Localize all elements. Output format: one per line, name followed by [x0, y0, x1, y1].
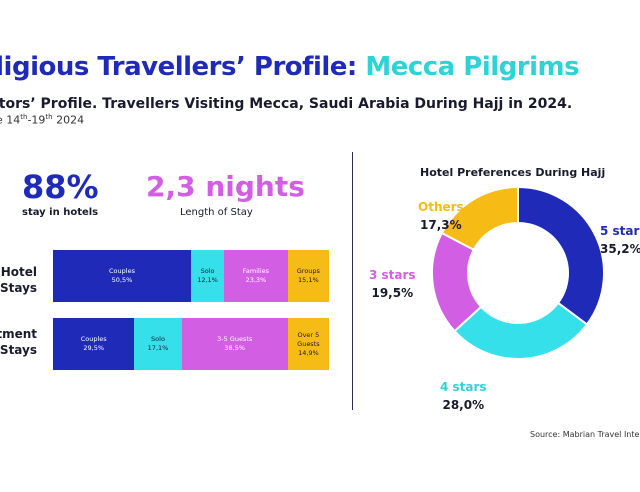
source-note: Source: Mabrian Travel Intell	[530, 430, 640, 439]
bar-segment-value: 12,1%	[197, 276, 218, 284]
donut-label-5-stars-name: 5 stars	[600, 224, 640, 238]
page-subtitle: itors’ Profile. Travellers Visiting Mecc…	[0, 96, 573, 112]
title-part-2: Mecca Pilgrims	[365, 52, 580, 82]
bar-segment-value: 29,5%	[83, 344, 105, 352]
dates-sup-2: th	[45, 113, 53, 121]
stacked-bar-hotel-stays: Couples 50,5% Solo 12,1% Families 23,3% Groups…	[53, 250, 329, 302]
bar-segment-name: Couples	[80, 335, 107, 343]
donut-label-4-stars: 4 stars 28,0%	[440, 378, 487, 414]
vertical-divider	[352, 152, 353, 410]
dates-sup-1: th	[20, 113, 28, 121]
page-title: eligious Travellers’ Profile: Mecca Pilg…	[0, 52, 580, 82]
bar-segment-solo: Solo 12,1%	[191, 250, 225, 302]
donut-slice-5-stars	[517, 185, 605, 326]
donut-label-3-stars-value: 19,5%	[371, 286, 414, 300]
dates-prefix: e 14	[0, 113, 21, 127]
row-label-line: artment	[0, 327, 37, 341]
kpi-length-of-stay: 2,3 nights	[146, 170, 305, 203]
donut-label-others: Others 17,3%	[418, 198, 464, 234]
dates-suffix: 2024	[52, 113, 85, 127]
bar-segment-name: 3-5 Guests	[217, 335, 253, 343]
kpi-length-of-stay-label: Length of Stay	[180, 207, 253, 218]
bar-segment-over-5-guests: Over 5 Guests 14,9%	[287, 318, 329, 370]
donut-label-5-stars-value: 35,2%	[600, 242, 640, 256]
bar-segment-3-5-guests: 3-5 Guests 38,5%	[181, 318, 288, 370]
row-label-hotel-stays: Hotel Stays	[0, 264, 37, 296]
bar-segment-value: 50,5%	[111, 276, 133, 284]
donut-chart-title: Hotel Preferences During Hajj	[420, 166, 606, 179]
bar-segment-name: Solo	[200, 267, 215, 275]
bar-segment-name: Couples	[109, 267, 135, 275]
donut-slice-others	[440, 185, 519, 252]
bar-segment-solo: Solo 17,1%	[134, 318, 182, 370]
row-label-line: Stays	[0, 343, 37, 357]
bar-segment-name: Families	[242, 267, 270, 275]
bar-segment-groups: Groups 15,1%	[287, 250, 329, 302]
bar-segment-value: 17,1%	[147, 344, 169, 352]
donut-label-3-stars: 3 stars 19,5%	[369, 266, 416, 302]
row-label-line: Hotel	[0, 265, 37, 279]
bar-segment-name: Solo	[151, 335, 165, 343]
donut-label-4-stars-value: 28,0%	[442, 398, 485, 412]
bar-segment-couples: Couples 50,5%	[53, 250, 191, 302]
dates-mid: -19	[27, 113, 46, 127]
donut-label-5-stars: 5 stars 35,2%	[600, 222, 640, 258]
date-range: e 14th-19th 2024	[0, 113, 84, 127]
donut-label-4-stars-name: 4 stars	[440, 380, 487, 394]
donut-label-others-value: 17,3%	[420, 218, 462, 232]
bar-segment-value: 38,5%	[224, 344, 246, 352]
donut-label-3-stars-name: 3 stars	[369, 268, 416, 282]
bar-segment-name: Groups	[296, 267, 320, 275]
bar-segment-value: 23,3%	[245, 276, 267, 284]
kpi-hotel-share: 88%	[22, 168, 99, 206]
title-part-1: eligious Travellers’ Profile:	[0, 52, 357, 82]
bar-segment-value: 15,1%	[298, 276, 319, 284]
row-label-apartment-stays: artment Stays	[0, 326, 37, 358]
bar-segment-value: 14,9%	[298, 348, 319, 357]
donut-label-others-name: Others	[418, 200, 464, 214]
donut-chart	[431, 185, 605, 360]
kpi-hotel-share-label: stay in hotels	[22, 207, 99, 218]
bar-segment-families: Families 23,3%	[224, 250, 288, 302]
bar-segment-couples: Couples 29,5%	[53, 318, 135, 370]
bar-segment-name: Over 5 Guests	[297, 330, 320, 348]
row-label-line: Stays	[0, 281, 38, 295]
stacked-bar-apartment-stays: Couples 29,5% Solo 17,1% 3-5 Guests 38,5% Over…	[53, 318, 329, 370]
donut-slice-4-stars	[453, 301, 589, 360]
